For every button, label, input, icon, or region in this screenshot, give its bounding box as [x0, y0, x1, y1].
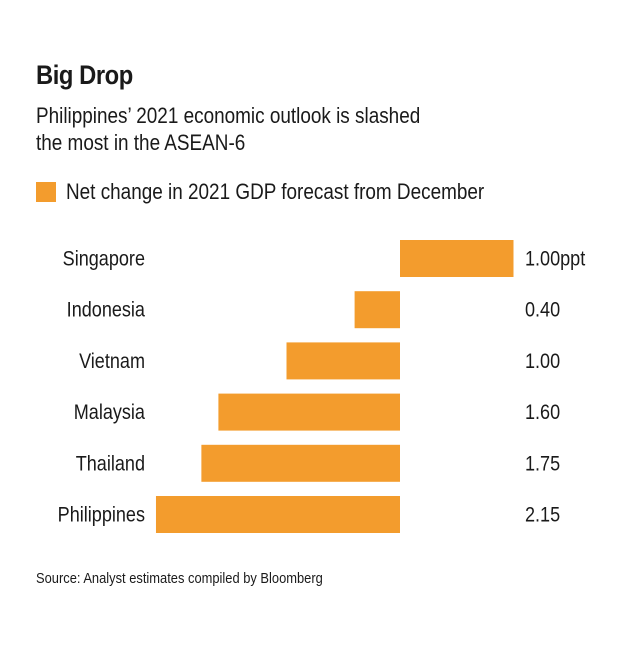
source-note: Source: Analyst estimates compiled by Bl…: [36, 570, 323, 587]
bar-singapore: [400, 240, 514, 277]
bar-vietnam: [286, 342, 400, 380]
subtitle-line-1: Philippines’ 2021 economic outlook is sl…: [36, 103, 421, 128]
legend-label: Net change in 2021 GDP forecast from Dec…: [66, 179, 485, 204]
bar-malaysia: [218, 393, 400, 431]
value-label: 1.00ppt: [525, 247, 586, 271]
value-label: 2.15: [525, 503, 560, 527]
category-label: Philippines: [58, 503, 146, 527]
subtitle-line-2: the most in the ASEAN-6: [36, 130, 246, 155]
value-label: 1.75: [525, 452, 560, 476]
value-label: 1.60: [525, 401, 560, 425]
chart-title: Big Drop: [36, 60, 133, 90]
category-label: Vietnam: [79, 350, 145, 374]
legend-swatch: [36, 182, 56, 202]
category-label: Thailand: [76, 452, 145, 476]
category-label: Singapore: [63, 247, 145, 271]
bar-chart: Singapore 1.00ppt Indonesia 0.40 Vietnam 1.00…: [58, 240, 586, 533]
category-label: Malaysia: [74, 401, 145, 425]
chart-subtitle: Philippines’ 2021 economic outlook is sl…: [36, 102, 420, 156]
value-label: 1.00: [525, 350, 560, 374]
category-label: Indonesia: [67, 298, 145, 322]
legend: Net change in 2021 GDP forecast from Dec…: [36, 179, 552, 204]
bar-philippines: [155, 496, 400, 533]
bar-thailand: [201, 444, 400, 482]
value-label: 0.40: [525, 298, 560, 322]
bar-indonesia: [354, 291, 400, 329]
